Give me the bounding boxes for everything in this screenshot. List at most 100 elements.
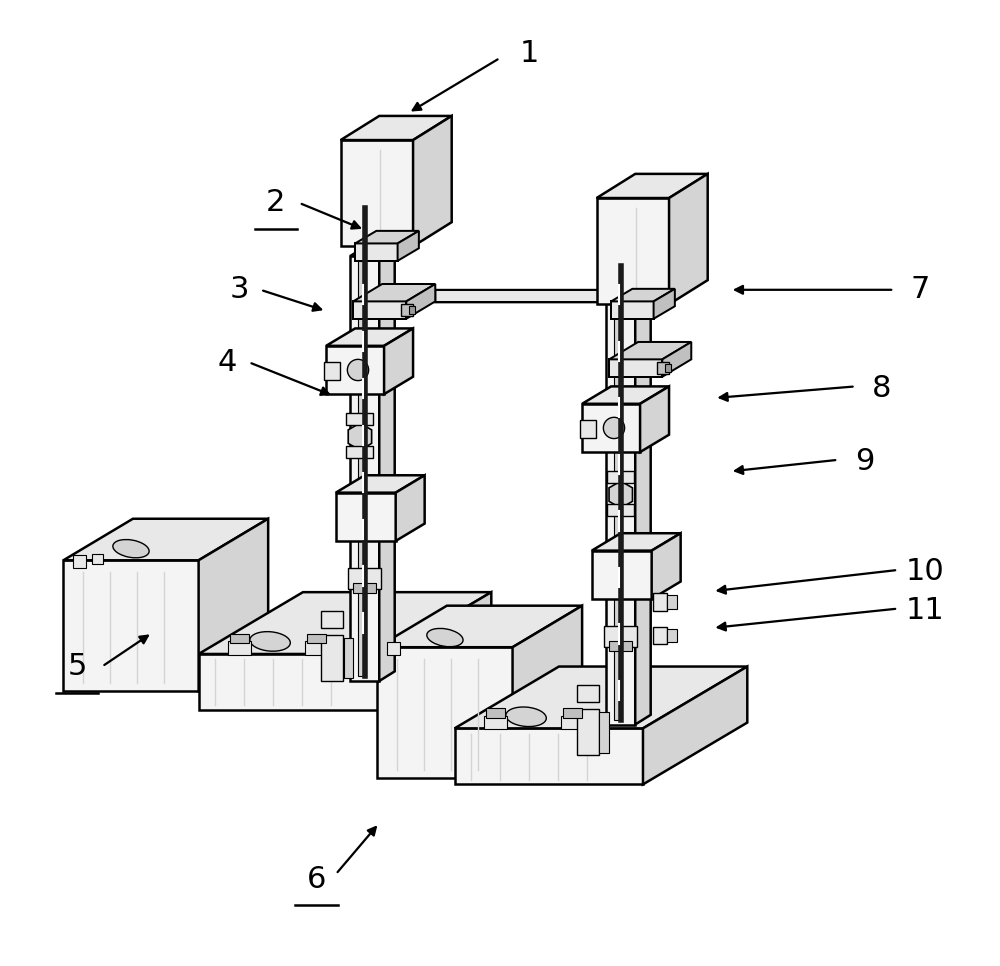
Polygon shape <box>355 231 419 243</box>
Text: 6: 6 <box>307 865 326 894</box>
Polygon shape <box>609 342 691 359</box>
Bar <box>607 504 634 516</box>
Polygon shape <box>199 519 268 691</box>
Bar <box>657 362 669 374</box>
Bar <box>653 627 667 644</box>
Polygon shape <box>435 290 635 302</box>
Polygon shape <box>377 606 582 647</box>
Bar <box>653 593 667 611</box>
Polygon shape <box>640 386 669 452</box>
Polygon shape <box>611 301 654 319</box>
Text: 11: 11 <box>906 596 944 625</box>
Bar <box>607 471 634 483</box>
Polygon shape <box>353 284 435 301</box>
Polygon shape <box>350 256 379 681</box>
Bar <box>346 413 373 425</box>
Circle shape <box>347 359 369 381</box>
Polygon shape <box>63 560 199 691</box>
Polygon shape <box>597 174 708 198</box>
Bar <box>92 554 103 564</box>
Polygon shape <box>611 289 675 301</box>
Polygon shape <box>199 592 491 654</box>
Text: 10: 10 <box>906 557 944 586</box>
Bar <box>409 306 415 314</box>
Bar <box>230 634 249 643</box>
Text: 8: 8 <box>872 374 891 403</box>
Bar <box>580 420 596 438</box>
Polygon shape <box>387 592 491 710</box>
Bar <box>577 709 599 755</box>
Polygon shape <box>662 342 691 377</box>
Text: 9: 9 <box>855 447 875 476</box>
Polygon shape <box>609 359 662 377</box>
Polygon shape <box>643 667 747 784</box>
Polygon shape <box>199 654 387 710</box>
Polygon shape <box>336 493 396 541</box>
Bar <box>353 583 376 593</box>
Polygon shape <box>654 289 675 319</box>
Bar <box>348 568 381 589</box>
Polygon shape <box>355 243 398 261</box>
Polygon shape <box>669 174 708 304</box>
Bar <box>401 304 413 316</box>
Polygon shape <box>455 728 643 784</box>
Polygon shape <box>336 475 425 493</box>
Text: 5: 5 <box>67 652 87 681</box>
Polygon shape <box>396 475 425 541</box>
Bar <box>563 708 582 718</box>
Polygon shape <box>413 116 452 246</box>
Ellipse shape <box>250 632 290 651</box>
Bar <box>321 635 343 681</box>
Polygon shape <box>384 328 413 394</box>
Ellipse shape <box>113 540 149 557</box>
Text: 1: 1 <box>519 39 539 68</box>
Polygon shape <box>582 386 669 404</box>
Polygon shape <box>341 140 413 246</box>
Bar <box>358 261 364 676</box>
Bar <box>344 638 353 678</box>
Polygon shape <box>513 606 582 778</box>
Bar <box>604 626 637 647</box>
Ellipse shape <box>427 629 463 646</box>
Bar <box>599 712 609 753</box>
Bar <box>609 641 632 651</box>
Bar <box>614 304 620 720</box>
Polygon shape <box>63 519 268 560</box>
Polygon shape <box>398 231 419 261</box>
Text: 7: 7 <box>911 275 930 304</box>
Polygon shape <box>326 346 384 394</box>
Polygon shape <box>652 533 681 599</box>
Polygon shape <box>406 284 435 319</box>
Text: 4: 4 <box>218 348 237 377</box>
Bar <box>665 364 671 372</box>
Polygon shape <box>606 295 635 724</box>
Bar <box>321 611 343 628</box>
Polygon shape <box>326 328 413 346</box>
Polygon shape <box>377 647 513 778</box>
Bar <box>307 634 326 643</box>
Bar <box>73 555 86 568</box>
Polygon shape <box>455 667 747 728</box>
Text: 3: 3 <box>229 275 249 304</box>
Polygon shape <box>350 246 395 256</box>
Text: 2: 2 <box>266 188 286 217</box>
Polygon shape <box>635 285 651 724</box>
Bar <box>228 641 251 655</box>
Bar <box>387 642 400 655</box>
Bar <box>561 716 584 729</box>
Bar <box>667 629 677 642</box>
Polygon shape <box>592 533 681 551</box>
Bar <box>667 595 677 609</box>
Bar <box>577 685 599 702</box>
Ellipse shape <box>506 707 546 726</box>
Polygon shape <box>341 116 452 140</box>
Polygon shape <box>592 551 652 599</box>
Bar <box>486 708 505 718</box>
Bar <box>484 716 507 729</box>
Polygon shape <box>582 404 640 452</box>
Polygon shape <box>379 246 395 681</box>
Polygon shape <box>353 301 406 319</box>
Polygon shape <box>606 285 651 295</box>
Polygon shape <box>597 198 669 304</box>
Bar <box>324 362 340 380</box>
